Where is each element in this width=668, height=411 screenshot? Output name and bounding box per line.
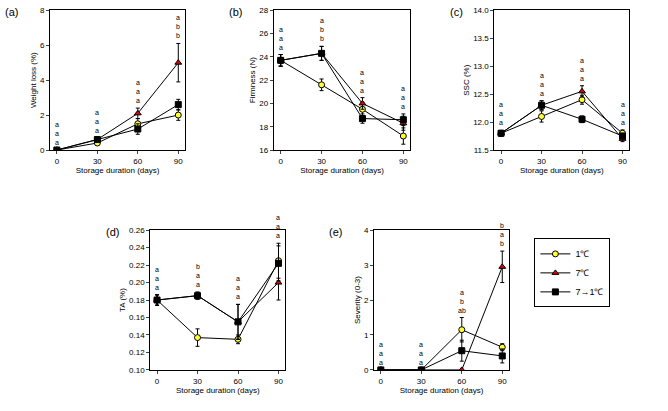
svg-text:0.24: 0.24 — [129, 243, 145, 252]
svg-text:0.18: 0.18 — [129, 296, 145, 305]
svg-text:90: 90 — [498, 377, 507, 386]
svg-text:11.5: 11.5 — [474, 146, 490, 155]
svg-text:(a): (a) — [5, 6, 18, 18]
svg-text:60: 60 — [358, 157, 367, 166]
svg-text:abb: abb — [320, 17, 324, 42]
svg-text:abb: abb — [176, 14, 180, 39]
svg-text:7℃: 7℃ — [575, 268, 589, 278]
svg-text:8: 8 — [40, 6, 45, 15]
svg-text:90: 90 — [174, 157, 183, 166]
svg-text:aaa: aaa — [621, 101, 625, 126]
svg-text:30: 30 — [93, 157, 102, 166]
svg-text:(e): (e) — [329, 226, 342, 238]
svg-text:(c): (c) — [450, 6, 463, 18]
svg-text:16: 16 — [259, 146, 268, 155]
svg-text:28: 28 — [259, 6, 268, 15]
svg-text:0.14: 0.14 — [129, 331, 145, 340]
svg-text:0.20: 0.20 — [129, 278, 145, 287]
svg-text:30: 30 — [317, 157, 326, 166]
svg-text:(d): (d) — [106, 226, 119, 238]
svg-text:0: 0 — [379, 377, 384, 386]
svg-text:90: 90 — [274, 377, 283, 386]
svg-text:Storage duration (days): Storage duration (days) — [400, 386, 484, 395]
svg-text:aaa: aaa — [379, 341, 383, 366]
svg-text:Storage duration (days): Storage duration (days) — [176, 386, 260, 395]
svg-text:12.5: 12.5 — [473, 90, 489, 99]
svg-text:aaa: aaa — [95, 109, 99, 134]
svg-text:abab: abab — [458, 289, 466, 314]
svg-text:bab: bab — [500, 222, 504, 247]
svg-text:4: 4 — [364, 226, 369, 235]
svg-text:30: 30 — [193, 377, 202, 386]
svg-text:0.26: 0.26 — [129, 226, 145, 235]
svg-text:aaa: aaa — [276, 214, 280, 239]
svg-text:12.0: 12.0 — [473, 118, 489, 127]
svg-text:Storage duration (days): Storage duration (days) — [76, 166, 160, 175]
svg-text:Storage duration (days): Storage duration (days) — [520, 166, 604, 175]
svg-text:22: 22 — [259, 76, 268, 85]
svg-text:0: 0 — [278, 157, 283, 166]
svg-text:0: 0 — [364, 366, 369, 375]
svg-text:0.10: 0.10 — [129, 366, 145, 375]
svg-text:30: 30 — [417, 377, 426, 386]
svg-text:60: 60 — [234, 377, 243, 386]
svg-text:13.5: 13.5 — [473, 34, 489, 43]
svg-text:0.22: 0.22 — [129, 261, 145, 270]
svg-text:0: 0 — [155, 377, 160, 386]
svg-text:20: 20 — [259, 99, 268, 108]
svg-text:Firmness (N): Firmness (N) — [248, 57, 257, 104]
svg-text:14.0: 14.0 — [473, 6, 489, 15]
svg-text:SSC (%): SSC (%) — [462, 64, 471, 95]
svg-text:7→1℃: 7→1℃ — [575, 287, 603, 297]
svg-text:aaa: aaa — [401, 85, 405, 110]
svg-text:4: 4 — [40, 76, 45, 85]
svg-text:aaa: aaa — [499, 101, 503, 126]
svg-text:aaa: aaa — [580, 57, 584, 82]
svg-text:3: 3 — [364, 261, 369, 270]
svg-text:18: 18 — [259, 123, 268, 132]
svg-text:aaa: aaa — [360, 69, 364, 94]
svg-text:60: 60 — [133, 157, 142, 166]
svg-text:0.12: 0.12 — [129, 348, 145, 357]
svg-text:30: 30 — [537, 157, 546, 166]
svg-text:90: 90 — [399, 157, 408, 166]
svg-text:Storage duration (days): Storage duration (days) — [300, 166, 384, 175]
svg-text:baa: baa — [196, 263, 200, 288]
svg-text:0: 0 — [499, 157, 504, 166]
svg-text:0.16: 0.16 — [129, 313, 145, 322]
svg-text:60: 60 — [457, 377, 466, 386]
svg-text:6: 6 — [40, 41, 45, 50]
svg-text:TA (%): TA (%) — [118, 288, 127, 312]
svg-text:1℃: 1℃ — [575, 249, 589, 259]
svg-text:0: 0 — [40, 146, 45, 155]
svg-text:aaa: aaa — [136, 79, 140, 104]
svg-text:aaa: aaa — [55, 121, 59, 146]
svg-text:26: 26 — [259, 29, 268, 38]
svg-text:60: 60 — [578, 157, 587, 166]
svg-text:1: 1 — [364, 331, 369, 340]
svg-text:aaa: aaa — [279, 26, 283, 51]
svg-text:Weight loss (%): Weight loss (%) — [29, 52, 38, 108]
svg-text:13.0: 13.0 — [473, 62, 489, 71]
svg-text:aaa: aaa — [155, 266, 159, 291]
svg-text:2: 2 — [40, 111, 45, 120]
svg-text:aaa: aaa — [540, 72, 544, 97]
svg-text:0: 0 — [55, 157, 60, 166]
svg-text:24: 24 — [259, 53, 268, 62]
svg-text:aaa: aaa — [236, 275, 240, 300]
svg-text:2: 2 — [364, 296, 369, 305]
svg-text:90: 90 — [618, 157, 627, 166]
svg-text:(b): (b) — [229, 6, 242, 18]
svg-text:aaa: aaa — [419, 341, 423, 366]
svg-text:Severity (0-3): Severity (0-3) — [353, 276, 362, 324]
